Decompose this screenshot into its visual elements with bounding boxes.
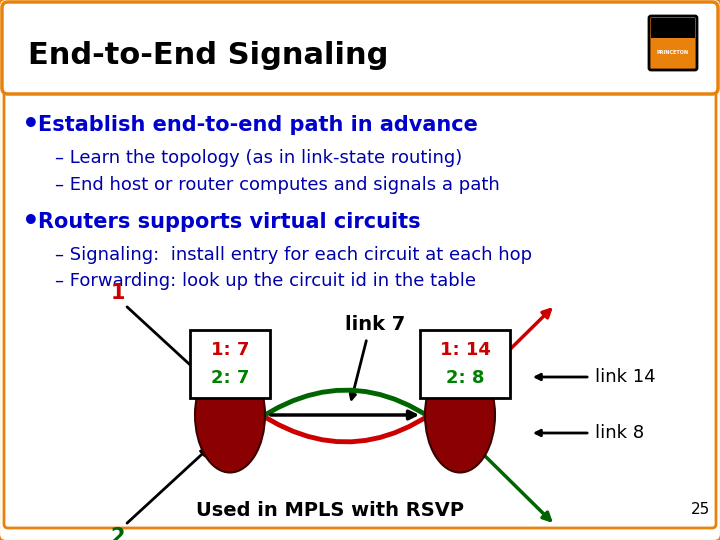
Text: 2: 8: 2: 8 <box>446 369 485 387</box>
FancyBboxPatch shape <box>649 16 697 70</box>
Bar <box>190 330 270 398</box>
FancyBboxPatch shape <box>2 2 718 94</box>
Text: 2: 2 <box>111 527 125 540</box>
Text: 1: 1 <box>111 283 125 303</box>
Text: – Learn the topology (as in link-state routing): – Learn the topology (as in link-state r… <box>55 149 462 167</box>
Text: Routers supports virtual circuits: Routers supports virtual circuits <box>38 212 420 232</box>
Bar <box>420 330 510 398</box>
Text: – End host or router computes and signals a path: – End host or router computes and signal… <box>55 176 500 194</box>
FancyBboxPatch shape <box>4 88 716 528</box>
FancyBboxPatch shape <box>651 18 695 38</box>
Text: PRINCETON: PRINCETON <box>657 50 689 55</box>
Text: End-to-End Signaling: End-to-End Signaling <box>28 42 388 71</box>
Text: – Forwarding: look up the circuit id in the table: – Forwarding: look up the circuit id in … <box>55 272 476 290</box>
Text: 1: 7: 1: 7 <box>211 341 249 359</box>
Text: link 7: link 7 <box>345 315 405 334</box>
Ellipse shape <box>195 357 265 472</box>
Ellipse shape <box>425 357 495 472</box>
Text: 25: 25 <box>690 503 710 517</box>
Text: link 14: link 14 <box>595 368 656 386</box>
Text: Used in MPLS with RSVP: Used in MPLS with RSVP <box>196 501 464 519</box>
Text: link 8: link 8 <box>595 424 644 442</box>
Text: 2: 7: 2: 7 <box>211 369 249 387</box>
Text: Establish end-to-end path in advance: Establish end-to-end path in advance <box>38 115 478 135</box>
Text: •: • <box>22 111 40 139</box>
Text: 1: 14: 1: 14 <box>440 341 490 359</box>
Text: •: • <box>22 208 40 236</box>
Text: – Signaling:  install entry for each circuit at each hop: – Signaling: install entry for each circ… <box>55 246 532 264</box>
